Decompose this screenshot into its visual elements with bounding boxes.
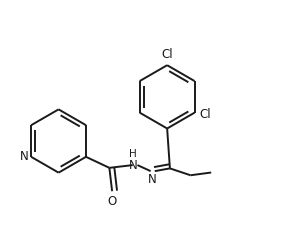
Text: N: N: [148, 173, 156, 185]
Text: H: H: [129, 149, 137, 159]
Text: O: O: [107, 194, 117, 208]
Text: N: N: [128, 159, 137, 172]
Text: N: N: [20, 150, 29, 163]
Text: Cl: Cl: [200, 108, 211, 121]
Text: Cl: Cl: [161, 48, 173, 61]
